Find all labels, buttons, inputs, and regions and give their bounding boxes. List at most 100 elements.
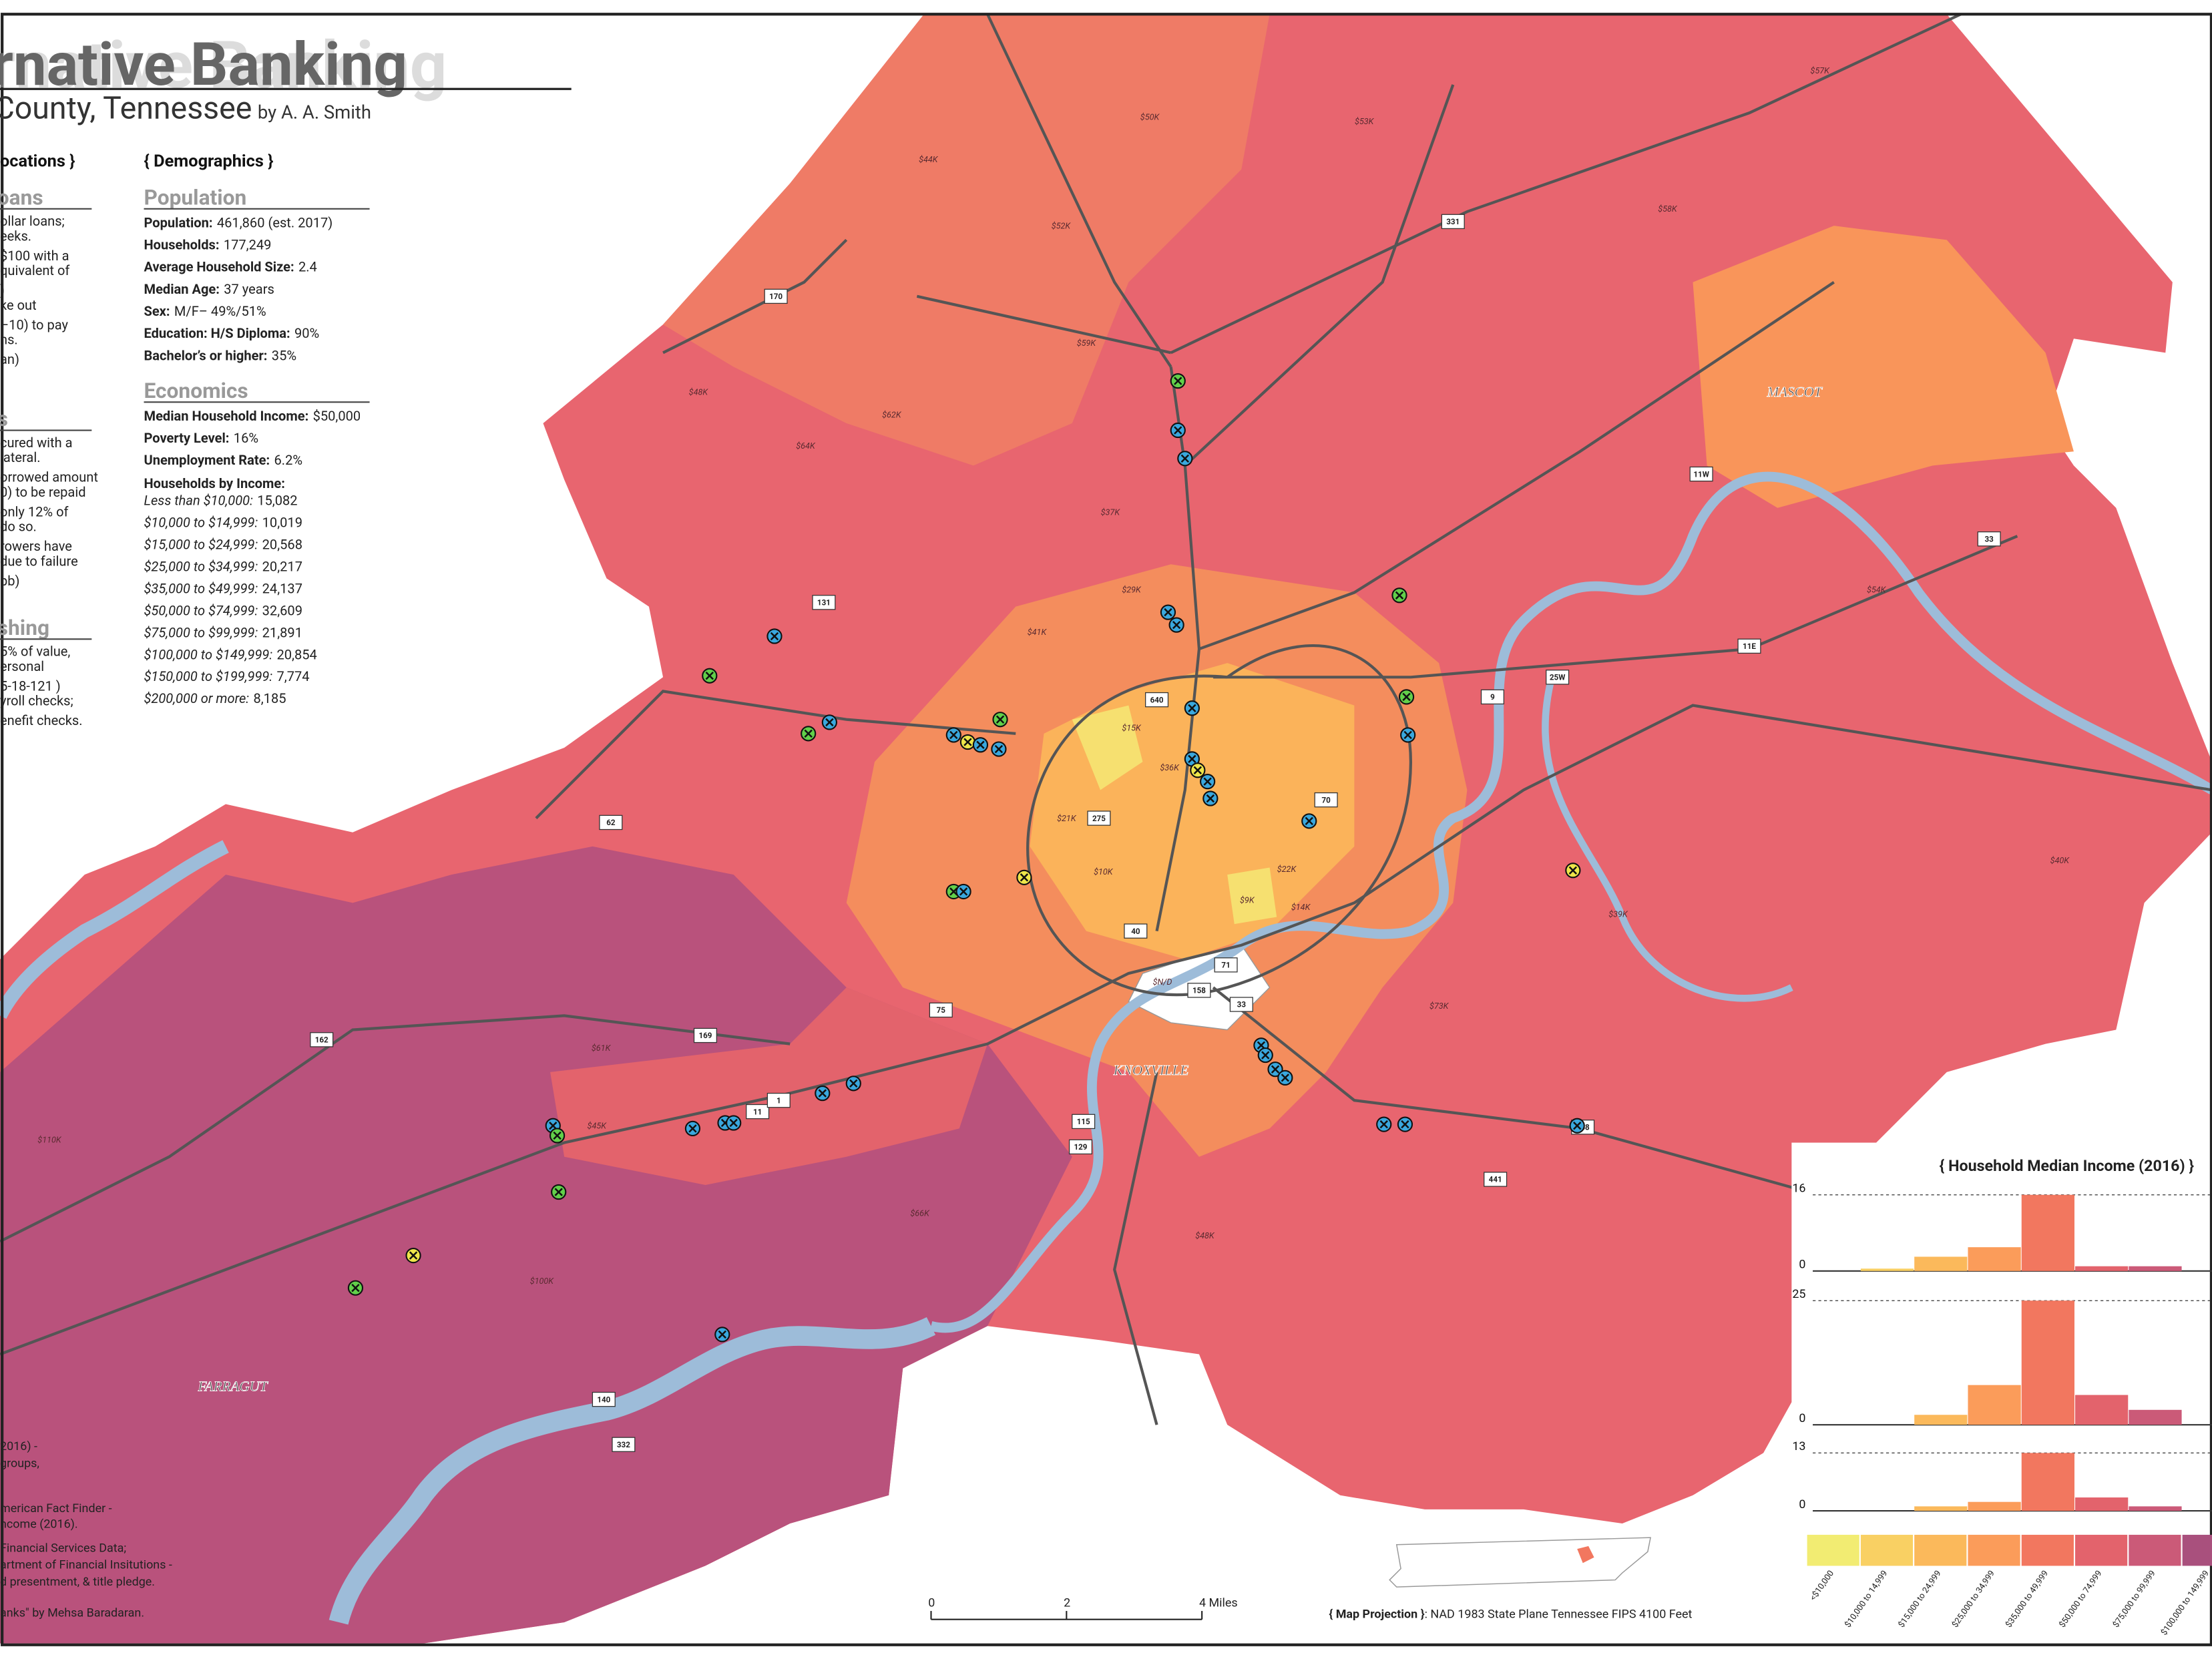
histogram-title: { Household Median Income (2016) } bbox=[1940, 1156, 2195, 1175]
legend-swatch bbox=[2075, 1534, 2128, 1566]
road-shield bbox=[812, 595, 836, 610]
demo-item-value: M/F– 49%/51% bbox=[174, 303, 266, 319]
road-shield bbox=[1977, 531, 2001, 547]
tract-label: $45K bbox=[588, 1121, 608, 1131]
demo-item: Median Household Income: $50,000 bbox=[144, 408, 361, 424]
demo-item: Education: H/S Diploma: 90% bbox=[144, 325, 320, 341]
lender-marker-cross bbox=[1281, 1074, 1290, 1082]
income-item-value: 8,185 bbox=[253, 690, 286, 706]
tract-label: $40K bbox=[2050, 856, 2070, 866]
demo-item: Bachelor’s or higher: 35% bbox=[144, 347, 297, 363]
lender-marker-cross bbox=[1395, 591, 1404, 600]
demo-item-label: Bachelor’s or higher: bbox=[144, 347, 268, 363]
road-shield-label: 640 bbox=[1150, 695, 1164, 704]
income-item: $10,000 to $14,999: 10,019 bbox=[144, 514, 302, 530]
road-shield-label: 62 bbox=[606, 818, 616, 827]
lender-marker-cross bbox=[1271, 1065, 1280, 1074]
road-shield bbox=[1072, 1114, 1096, 1130]
income-item-label: $35,000 to $49,999: bbox=[144, 580, 258, 596]
income-item-label: $25,000 to $34,999: bbox=[144, 558, 258, 574]
section-line: orrowed amount bbox=[0, 469, 98, 485]
lender-marker-cross bbox=[996, 715, 1005, 724]
lender-marker-cross bbox=[553, 1131, 562, 1140]
source-line: d presentment, & title pledge. bbox=[0, 1575, 155, 1589]
legend-swatch bbox=[1968, 1534, 2020, 1566]
demo-item-label: Sex: bbox=[144, 303, 170, 319]
road-shield-label: 33 bbox=[1985, 534, 1994, 543]
histogram-tick-label: 0 bbox=[1799, 1411, 1805, 1425]
road-shield bbox=[766, 1092, 791, 1108]
lender-marker-cross bbox=[1206, 794, 1215, 803]
frame bbox=[1, 13, 2212, 1646]
source-line: merican Fact Finder - bbox=[0, 1501, 112, 1515]
road-shield-label: 11 bbox=[753, 1107, 762, 1116]
demo-item-label: Median Household Income: bbox=[144, 408, 309, 424]
section-title: oans bbox=[0, 185, 43, 210]
histogram-bar bbox=[2021, 1453, 2074, 1511]
region-north bbox=[663, 14, 1270, 466]
section-line: do so. bbox=[0, 519, 37, 535]
road-shield bbox=[1187, 983, 1211, 998]
tennessee-river bbox=[929, 471, 2212, 1333]
lender-marker-cross bbox=[976, 740, 985, 749]
section-line: 5% of value, bbox=[0, 644, 70, 660]
lender-marker-cross bbox=[1172, 620, 1181, 630]
income-item-value: 15,082 bbox=[257, 493, 297, 509]
income-item: $25,000 to $34,999: 20,217 bbox=[144, 558, 302, 574]
projection-label: { Map Projection } bbox=[1329, 1608, 1424, 1622]
demo-item: Average Household Size: 2.4 bbox=[144, 259, 317, 275]
scale-tick-label: 2 bbox=[1064, 1596, 1070, 1610]
lender-marker-cross bbox=[849, 1079, 858, 1088]
region-mascot bbox=[1693, 226, 2074, 508]
section-line: eeks. bbox=[0, 228, 31, 244]
lender-marker-cross bbox=[554, 1188, 563, 1196]
tract-label: $58K bbox=[1658, 204, 1678, 214]
histogram-bar bbox=[2129, 1506, 2182, 1511]
tract-label: $61K bbox=[592, 1043, 612, 1053]
income-item: $50,000 to $74,999: 32,609 bbox=[144, 602, 302, 618]
tract-label: $100K bbox=[530, 1276, 555, 1286]
demo-item-value: 90% bbox=[294, 325, 319, 341]
demo-item-label: Poverty Level: bbox=[144, 430, 230, 446]
income-item: $150,000 to $199,999: 7,774 bbox=[144, 668, 310, 684]
section-line: quivalent of bbox=[0, 262, 69, 278]
demographics-heading: { Demographics } bbox=[144, 151, 274, 171]
income-item: $75,000 to $99,999: 21,891 bbox=[144, 624, 302, 640]
legend-swatch bbox=[1807, 1534, 1859, 1566]
title-shadow: rnative Banking bbox=[0, 27, 447, 103]
tract-label: $62K bbox=[882, 411, 902, 421]
road-shield bbox=[1124, 923, 1148, 939]
title: rnative Banking bbox=[0, 30, 407, 99]
road-shield-label: 11E bbox=[1743, 642, 1756, 651]
demo-item-value: 37 years bbox=[224, 281, 274, 297]
histogram-bar bbox=[1968, 1385, 2021, 1425]
road-shield bbox=[1229, 997, 1253, 1012]
histogram-bar bbox=[1914, 1506, 1968, 1511]
income-item-label: $50,000 to $74,999: bbox=[144, 602, 258, 618]
section-line: only 12% of bbox=[0, 503, 69, 519]
demo-item-value: 6.2% bbox=[274, 452, 303, 468]
tract-label: $54K bbox=[1867, 585, 1887, 596]
section-title: shing bbox=[0, 616, 49, 640]
histogram-tick-label: 13 bbox=[1792, 1439, 1805, 1453]
demo-item: Population: 461,860 (est. 2017) bbox=[144, 214, 333, 230]
road-shield-label: 332 bbox=[617, 1440, 630, 1449]
tract-label: $39K bbox=[1608, 909, 1628, 919]
chart-panel bbox=[1791, 1142, 2212, 1594]
road-shield-label: 158 bbox=[1192, 986, 1206, 995]
section-line: pb) bbox=[0, 573, 20, 589]
demo-item-value: $50,000 bbox=[313, 408, 361, 424]
histogram-bar bbox=[2021, 1300, 2074, 1425]
road-shield bbox=[929, 1002, 953, 1018]
lender-marker-cross bbox=[1164, 608, 1172, 617]
demo-item-value: 177,249 bbox=[224, 236, 272, 252]
section-line: ke out bbox=[0, 297, 37, 313]
lender-marker-cross bbox=[770, 632, 779, 641]
income-item-value: 20,854 bbox=[277, 646, 317, 662]
lender-marker-cross bbox=[718, 1330, 726, 1339]
lender-marker-cross bbox=[818, 1089, 827, 1098]
road-shield-label: 40 bbox=[1131, 927, 1140, 936]
lender-marker-cross bbox=[1401, 1120, 1409, 1129]
road-shield bbox=[1546, 670, 1570, 685]
demo-item-label: Average Household Size: bbox=[144, 259, 294, 275]
